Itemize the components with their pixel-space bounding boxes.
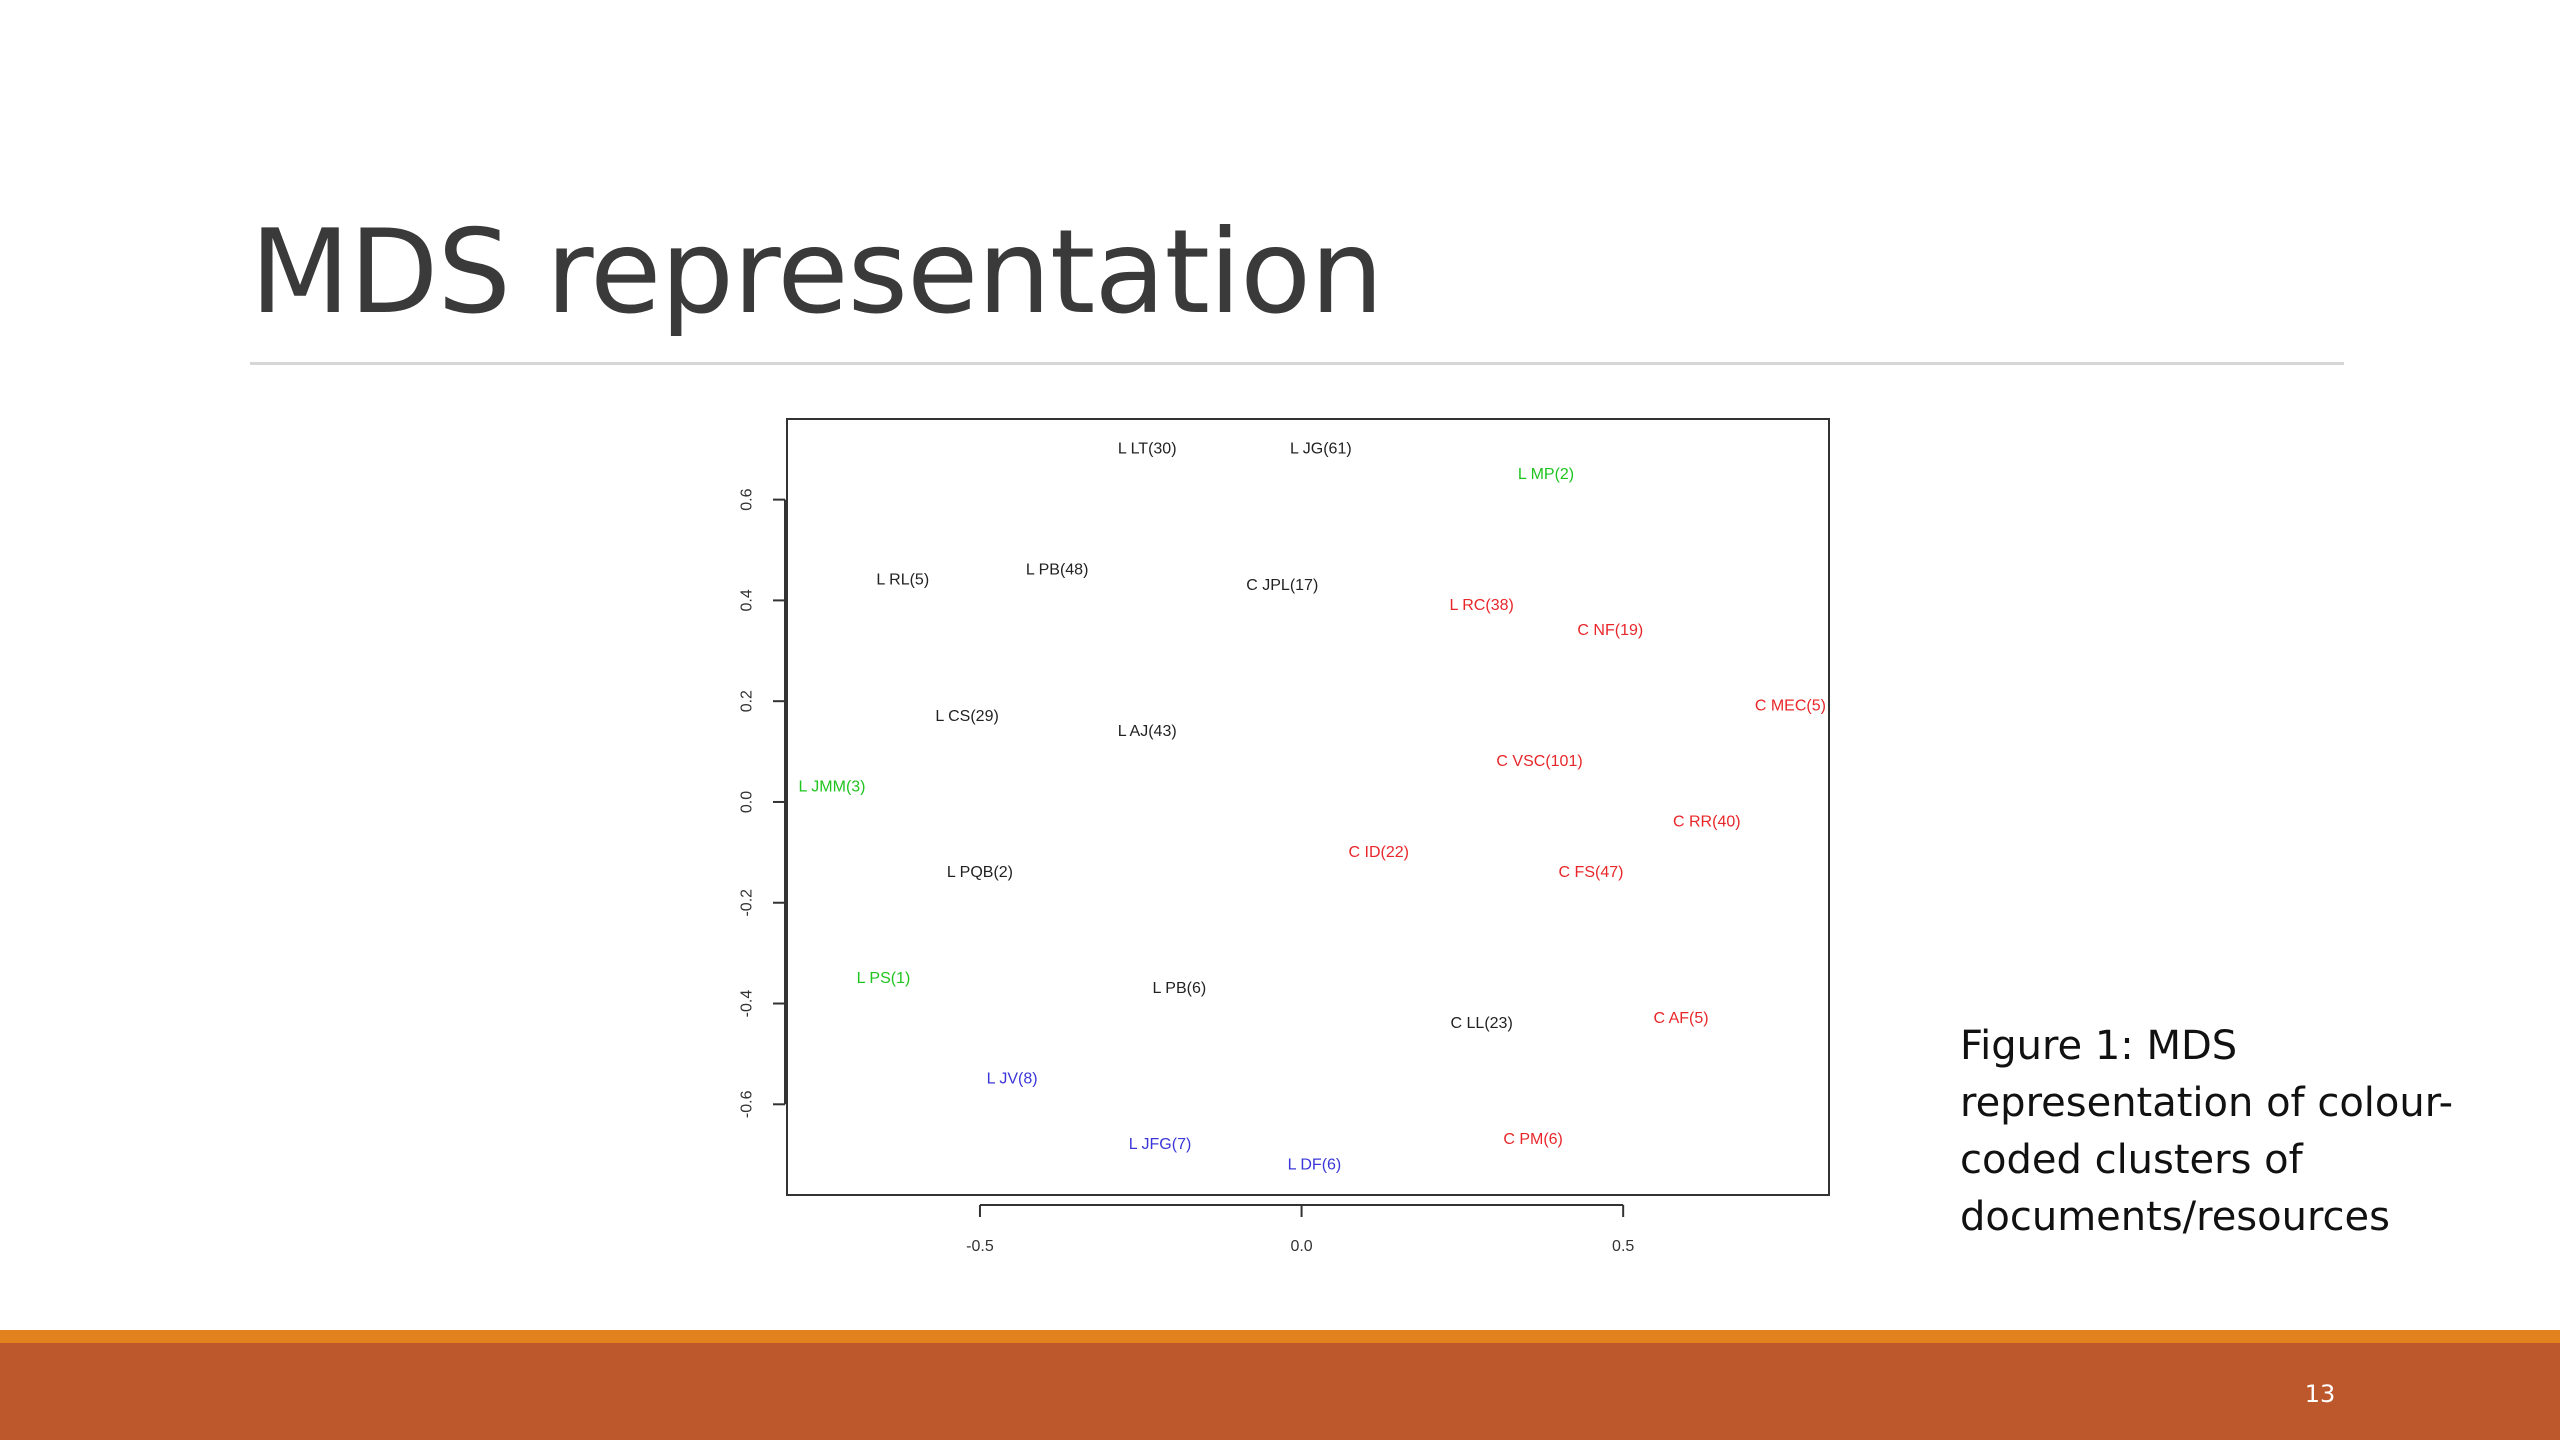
data-point-label: L LT(30) (1118, 441, 1177, 458)
footer-band (0, 1343, 2560, 1440)
data-point-label: C RR(40) (1673, 814, 1741, 831)
x-tick-label: 0.0 (1290, 1238, 1312, 1255)
x-tick-label: -0.5 (966, 1238, 994, 1255)
data-point-label: L PB(48) (1026, 562, 1089, 579)
data-point-label: C VSC(101) (1496, 753, 1582, 770)
data-point-label: C NF(19) (1577, 622, 1643, 639)
data-point-label: L DF(6) (1288, 1156, 1342, 1173)
page-number: 13 (2304, 1380, 2336, 1408)
y-tick-label: 0.0 (739, 791, 756, 813)
data-point-label: L JG(61) (1290, 441, 1352, 458)
data-point-label: C MEC(5) (1755, 698, 1826, 715)
data-point-label: C FS(47) (1559, 864, 1624, 881)
slide-title: MDS representation (250, 205, 1384, 340)
data-point-label: L CS(29) (935, 708, 998, 725)
y-tick-label: 0.6 (739, 488, 756, 510)
y-tick-label: -0.4 (739, 990, 756, 1018)
y-tick-label: -0.6 (739, 1090, 756, 1118)
data-point-label: L RC(38) (1450, 597, 1514, 614)
figure-caption: Figure 1: MDS representation of colour-c… (1960, 1023, 2454, 1240)
data-point-label: L RL(5) (876, 572, 929, 589)
y-tick-label: 0.4 (739, 589, 756, 611)
plot-frame (786, 418, 1830, 1196)
data-point-label: L MP(2) (1518, 466, 1574, 483)
data-point-label: L JV(8) (987, 1071, 1038, 1088)
y-tick-label: 0.2 (739, 690, 756, 712)
data-point-label: C PM(6) (1503, 1131, 1563, 1148)
footer-accent-stripe (0, 1330, 2560, 1343)
data-point-label: L JMM(3) (799, 778, 866, 795)
data-point-label: L PS(1) (857, 970, 911, 987)
data-point-label: L PQB(2) (947, 864, 1013, 881)
data-point-label: L AJ(43) (1118, 723, 1177, 740)
data-point-label: C AF(5) (1653, 1010, 1708, 1027)
data-point-label: C JPL(17) (1246, 577, 1318, 594)
y-tick-label: -0.2 (739, 889, 756, 917)
data-point-label: L JFG(7) (1129, 1136, 1192, 1153)
data-point-label: L PB(6) (1153, 980, 1207, 997)
x-tick-label: 0.5 (1612, 1238, 1634, 1255)
title-divider (250, 362, 2344, 365)
data-point-label: C LL(23) (1451, 1015, 1513, 1032)
data-point-label: C ID(22) (1349, 844, 1409, 861)
